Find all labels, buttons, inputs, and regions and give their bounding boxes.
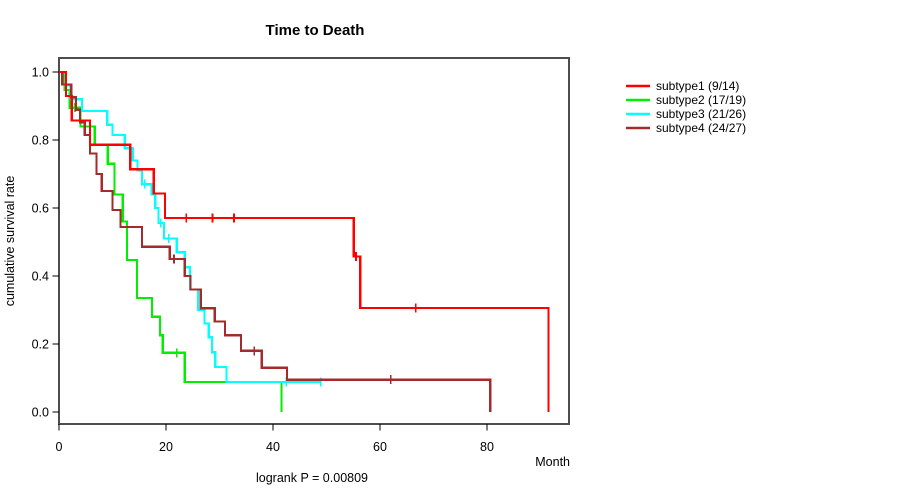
- y-tick-label: 0.8: [32, 133, 49, 147]
- logrank-p-value: logrank P = 0.00809: [256, 471, 368, 485]
- legend-label-subtype4: subtype4 (24/27): [656, 121, 746, 135]
- plot-box: [58, 57, 570, 425]
- x-tick-label: 0: [56, 440, 63, 454]
- km-curve-subtype1: [59, 70, 550, 412]
- legend-label-subtype1: subtype1 (9/14): [656, 79, 739, 93]
- legend: subtype1 (9/14)subtype2 (17/19)subtype3 …: [626, 79, 746, 135]
- km-curve-subtype3: [59, 70, 321, 384]
- x-tick-label: 80: [480, 440, 494, 454]
- km-curve-subtype2: [59, 70, 283, 412]
- x-axis-title: Month: [535, 455, 570, 469]
- y-tick-label: 0.2: [32, 337, 49, 351]
- x-axis: 0 20 40 60 80: [56, 424, 494, 454]
- chart-title: Time to Death: [266, 22, 365, 39]
- y-tick-label: 0.4: [32, 269, 49, 283]
- y-tick-label: 1.0: [32, 65, 49, 79]
- x-tick-label: 60: [373, 440, 387, 454]
- x-tick-label: 40: [266, 440, 280, 454]
- km-curve-subtype4: [59, 70, 492, 412]
- y-tick-label: 0.0: [32, 405, 49, 419]
- y-tick-label: 0.6: [32, 201, 49, 215]
- legend-label-subtype2: subtype2 (17/19): [656, 93, 746, 107]
- km-curves: [59, 70, 550, 412]
- x-tick-label: 20: [159, 440, 173, 454]
- y-axis: 1.0 0.8 0.6 0.4 0.2 0.0: [32, 65, 59, 419]
- legend-label-subtype3: subtype3 (21/26): [656, 107, 746, 121]
- y-axis-title: cumulative survival rate: [3, 176, 17, 307]
